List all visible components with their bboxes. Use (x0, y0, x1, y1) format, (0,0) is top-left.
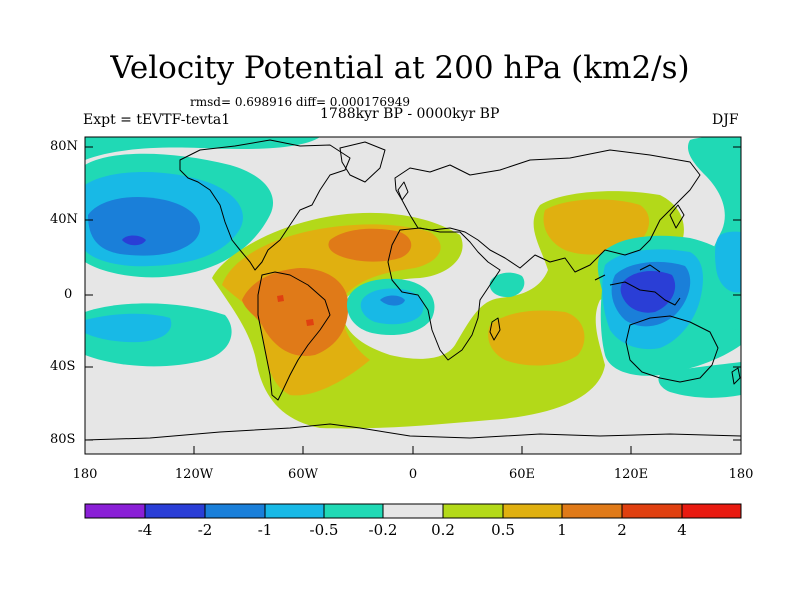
colorbar-swatch-2 (145, 504, 205, 518)
colorbar-swatch-7 (443, 504, 503, 518)
colorbar-label: 4 (677, 521, 687, 539)
coast-australia (625, 315, 719, 383)
period-label: 1788kyr BP - 0000kyr BP (320, 106, 500, 122)
contour-south-pacific-mid (85, 313, 172, 343)
axis-ticks (84, 146, 742, 454)
colorbar-swatch-11 (682, 504, 741, 518)
contour-americas-strong (242, 268, 349, 356)
colorbar-label: 0.5 (491, 521, 515, 539)
lon-label-60w: 60W (288, 467, 318, 482)
colorbar-label: 1 (557, 521, 567, 539)
contour-asia-mid (543, 199, 650, 255)
contour-arabian-weak (489, 272, 525, 298)
lat-label-80n: 80N (50, 139, 78, 154)
contour-indian-ocean-mid (488, 310, 585, 366)
contour-atlantic-core (380, 295, 405, 306)
colorbar-swatch-10 (622, 504, 682, 518)
colorbar-label: 2 (617, 521, 627, 539)
contour-samerica-core-2 (306, 319, 314, 326)
coast-north-america (179, 139, 351, 271)
colorbar-swatch-8 (503, 504, 562, 518)
colorbar-frame (84, 503, 742, 519)
contour-ne-pacific-mid (715, 231, 741, 293)
colorbar-swatch-9 (562, 504, 622, 518)
lat-label-40n: 40N (50, 212, 78, 227)
season-label: DJF (712, 112, 739, 128)
lon-label-60e: 60E (508, 467, 536, 482)
colorbar-swatch-1 (85, 504, 145, 518)
coast-uk (397, 181, 409, 201)
colorbar-label: -0.5 (309, 521, 339, 539)
contour-maritime-core (620, 271, 676, 313)
coast-japan (669, 204, 685, 229)
coast-antarctica (85, 423, 741, 441)
experiment-label: Expt = tEVTF-tevta1 (83, 112, 231, 128)
contour-south-indian-weak (658, 362, 741, 398)
lon-label-180e: 180 (728, 467, 754, 482)
lon-label-180w: 180 (72, 467, 98, 482)
lat-label-40s: 40S (50, 359, 76, 374)
colorbar-swatch-4 (265, 504, 324, 518)
figure-title: Velocity Potential at 200 hPa (km2/s) (110, 50, 690, 86)
contour-samerica-core-1 (277, 295, 284, 302)
colorbar-swatch-3 (205, 504, 265, 518)
coast-madagascar (489, 317, 501, 341)
coast-eurasia (394, 149, 701, 273)
lon-label-120w: 120W (174, 467, 214, 482)
coast-greenland (339, 141, 386, 183)
colorbar-label: 0.2 (431, 521, 455, 539)
colorbar-label: -0.2 (368, 521, 398, 539)
colorbar-label: -2 (197, 521, 213, 539)
lon-label-0: 0 (408, 467, 418, 482)
rmsd-diff-stats: rmsd= 0.698916 diff= 0.000176949 (190, 95, 410, 109)
contour-fill-layer (85, 137, 741, 429)
coast-south-america (257, 271, 331, 401)
contour-north-pacific-core (122, 235, 146, 246)
colorbar-label: -4 (137, 521, 153, 539)
contour-arctic-band (85, 137, 320, 160)
lat-label-80s: 80S (50, 432, 76, 447)
colorbar (84, 503, 742, 519)
contour-atlantic-mid (360, 288, 424, 325)
coast-new-zealand (731, 367, 741, 385)
lat-label-0: 0 (64, 287, 73, 302)
colorbar-swatch-5 (324, 504, 383, 518)
colorbar-swatch-6 (383, 504, 443, 518)
coastline-layer (85, 139, 741, 441)
contour-north-pacific-strong (88, 196, 201, 256)
coast-africa (387, 227, 501, 361)
colorbar-label: -1 (257, 521, 273, 539)
contour-sahara-strong (328, 228, 412, 262)
lon-label-120e: 120E (613, 467, 649, 482)
coast-indonesia (594, 264, 681, 306)
